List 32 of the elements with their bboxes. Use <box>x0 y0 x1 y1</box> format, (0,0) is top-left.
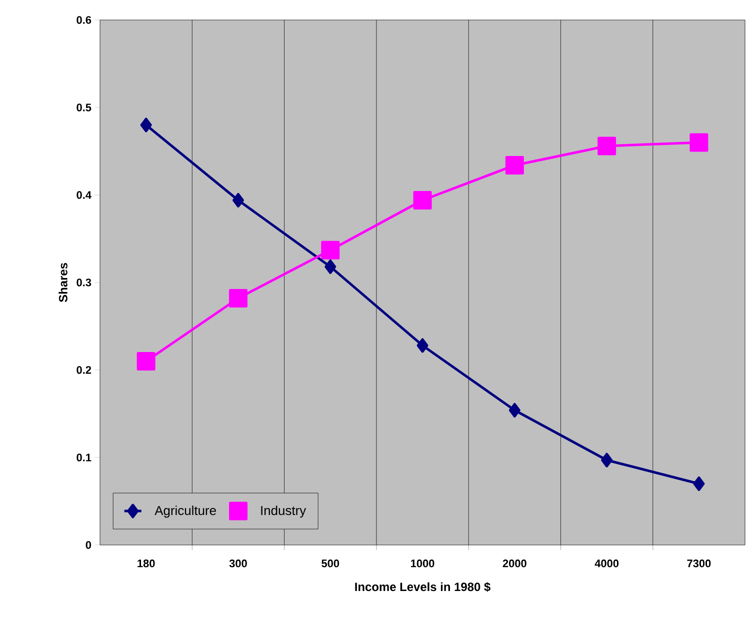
legend-label: Industry <box>261 506 306 518</box>
x-tick-label: 180 <box>138 560 155 568</box>
point <box>232 192 244 208</box>
x-tick-label: 4000 <box>594 560 619 568</box>
point <box>690 133 708 152</box>
x-tick-label: 7300 <box>687 560 711 568</box>
y-tick-label: 0.1 <box>76 454 92 462</box>
x-tick-label: 1000 <box>411 560 434 568</box>
legend-label: Agriculture <box>154 506 216 518</box>
point <box>324 259 336 274</box>
x-tick-label: 500 <box>322 560 340 568</box>
y-tick-label: 0 <box>86 541 92 549</box>
point <box>321 240 340 260</box>
x-axis-title: Income Levels in 1980 $ <box>355 582 490 592</box>
x-tick-label: 300 <box>229 560 247 568</box>
point <box>601 452 613 468</box>
y-tick-label: 0.6 <box>76 16 92 24</box>
point <box>416 338 428 353</box>
y-axis-title: Shares <box>58 263 68 302</box>
point <box>136 352 156 370</box>
point <box>505 156 524 174</box>
point <box>413 190 432 210</box>
x-tick-label: 2000 <box>502 560 526 568</box>
point <box>140 118 152 132</box>
point <box>508 402 520 418</box>
y-tick-label: 0.5 <box>76 104 92 112</box>
y-tick-label: 0.3 <box>76 278 92 286</box>
y-tick-label: 0.2 <box>76 366 92 374</box>
y-tick-label: 0.4 <box>76 191 92 199</box>
point <box>598 136 616 156</box>
point <box>693 476 705 491</box>
point <box>228 288 248 308</box>
